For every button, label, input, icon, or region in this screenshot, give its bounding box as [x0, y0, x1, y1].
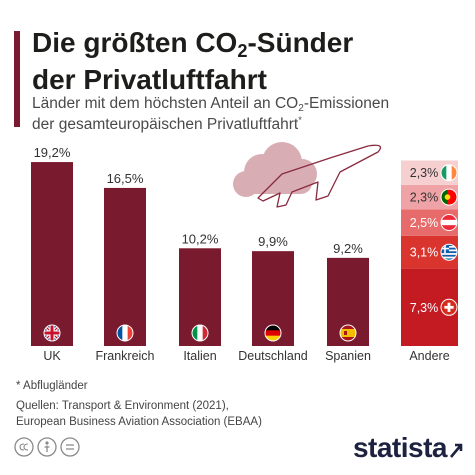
- france-flag-icon: [116, 324, 134, 342]
- logo-mark-icon: [450, 443, 463, 458]
- bar-uk: [31, 162, 73, 346]
- source-line-1: Quellen: Transport & Environment (2021),: [16, 400, 229, 412]
- category-label: Frankreich: [95, 349, 154, 363]
- switzerland-flag-icon: [440, 298, 458, 316]
- value-label: 16,5%: [107, 171, 144, 186]
- statista-logo: statista: [353, 432, 463, 464]
- source-line-2: European Business Aviation Association (…: [16, 416, 262, 428]
- category-labels: UK Frankreich Italien Deutschland Spanien And…: [43, 349, 449, 363]
- category-label: Italien: [183, 349, 216, 363]
- stack-value-label: 2,3%: [410, 166, 439, 180]
- category-label: Deutschland: [238, 349, 308, 363]
- category-label: UK: [43, 349, 61, 363]
- stack-value-label: 2,5%: [410, 216, 439, 230]
- uk-flag-icon: [43, 324, 61, 342]
- bars-group: [31, 162, 369, 346]
- ireland-flag-icon: [440, 164, 458, 182]
- value-labels: 19,2% 16,5% 10,2% 9,9% 9,2%: [34, 145, 364, 256]
- title-accent-bar: [14, 31, 20, 127]
- spain-flag-icon: [339, 324, 357, 342]
- greece-flag-icon: [440, 243, 458, 261]
- stack-value-label: 3,1%: [410, 246, 439, 260]
- footnote: * Abflugländer Quellen: Transport & Envi…: [16, 378, 316, 430]
- value-label: 10,2%: [182, 231, 219, 246]
- category-label-andere: Andere: [409, 349, 449, 363]
- category-label: Spanien: [325, 349, 371, 363]
- value-label: 19,2%: [34, 145, 71, 160]
- germany-flag-icon: [264, 324, 282, 342]
- value-label: 9,2%: [333, 241, 363, 256]
- by-icon: [37, 437, 57, 457]
- portugal-flag-icon: [440, 188, 458, 206]
- cc-icon: [14, 437, 34, 457]
- chart-subtitle: Länder mit dem höchsten Anteil an CO2-Em…: [32, 95, 390, 133]
- flag-icons: [43, 164, 458, 342]
- value-label: 9,9%: [258, 234, 288, 249]
- bar-frankreich: [104, 187, 146, 346]
- footnote-note: * Abflugländer: [16, 380, 88, 392]
- stack-value-label: 7,3%: [410, 301, 439, 315]
- stack-value-label: 2,3%: [410, 191, 439, 205]
- cloud-plane-illustration: [233, 142, 382, 208]
- nd-icon: [60, 437, 80, 457]
- austria-flag-icon: [440, 214, 458, 232]
- italy-flag-icon: [191, 324, 209, 342]
- chart-title: Die größten CO2-Sünder der Privatluftfah…: [32, 27, 354, 95]
- license-icons[interactable]: [14, 436, 84, 458]
